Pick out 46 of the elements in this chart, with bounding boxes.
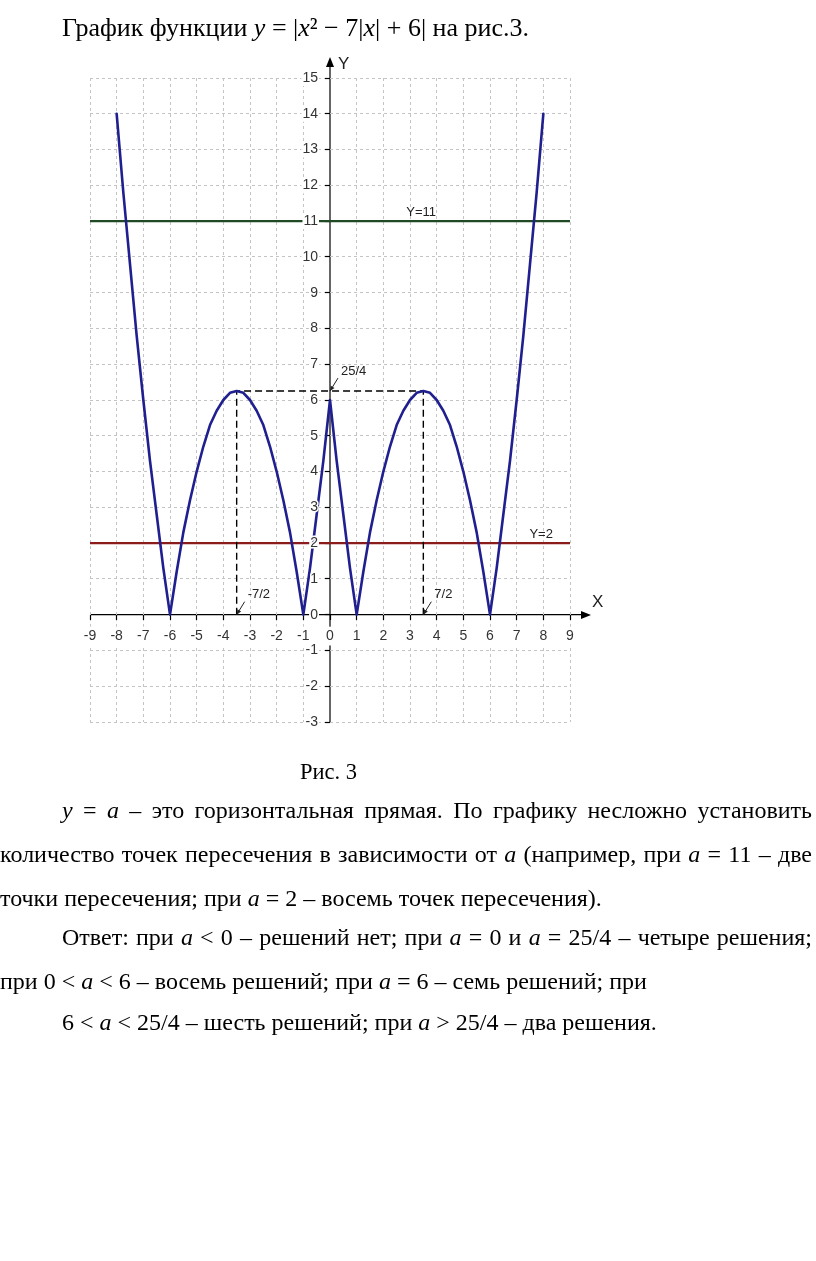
annotation: -7/2 xyxy=(247,586,271,602)
y-tick-label: 4 xyxy=(310,462,319,479)
x-tick-label: 1 xyxy=(352,626,361,643)
text: Рис. 3 xyxy=(300,759,358,784)
annotation: 7/2 xyxy=(434,586,453,602)
y-tick-label: 11 xyxy=(303,211,319,228)
y-tick-label: -2 xyxy=(305,677,319,694)
y-tick-label: -1 xyxy=(305,641,319,658)
annotation: 25/4 xyxy=(341,362,367,378)
x-tick-label: -9 xyxy=(83,626,97,643)
y-tick-label: -3 xyxy=(305,712,319,729)
x-tick-label: 5 xyxy=(459,626,468,643)
x-tick-label: 7 xyxy=(512,626,521,643)
y-tick-label: 9 xyxy=(310,283,319,300)
chart-title: График функции y = |x² − 7|x| + 6| на рис.3. xyxy=(62,13,529,42)
y-tick-label: 0 xyxy=(310,605,319,622)
y-tick-label: 13 xyxy=(302,140,319,157)
y-tick-label: 6 xyxy=(310,390,319,407)
x-tick-label: -4 xyxy=(217,626,230,643)
x-axis-title: X xyxy=(592,592,604,612)
ref-line-label: Y=11 xyxy=(406,203,437,219)
x-tick-label: -7 xyxy=(137,626,150,643)
y-tick-label: 10 xyxy=(302,247,319,264)
x-tick-label: 6 xyxy=(486,626,495,643)
x-tick-label: -6 xyxy=(163,626,177,643)
x-tick-label: 8 xyxy=(539,626,548,643)
x-tick-label: -3 xyxy=(243,626,257,643)
x-tick-label: -2 xyxy=(270,626,284,643)
y-tick-label: 1 xyxy=(310,569,319,586)
y-tick-label: 12 xyxy=(302,176,319,193)
x-tick-label: 9 xyxy=(566,626,575,643)
x-tick-label: 4 xyxy=(432,626,441,643)
y-axis-title: Y xyxy=(338,53,350,73)
x-tick-label: -8 xyxy=(110,626,124,643)
y-tick-label: 15 xyxy=(302,68,319,85)
x-tick-label: 2 xyxy=(379,626,388,643)
text: y = a – это горизонтальная прямая. По графику несложно установить количество точек пересечения в зависимости от a (например, при a = 11 – две точки пересечения; при a = 2 – восемь точек пересечения). xyxy=(0,797,813,911)
y-tick-label: 14 xyxy=(302,104,319,121)
x-tick-label: -5 xyxy=(190,626,204,643)
y-tick-label: 5 xyxy=(310,426,319,443)
text: 6 < a < 25/4 – шесть решений; при a > 25/4 – два решения. xyxy=(62,1009,657,1035)
y-tick-label: 7 xyxy=(310,355,319,372)
x-tick-label: 3 xyxy=(406,626,415,643)
y-tick-label: 8 xyxy=(310,319,319,336)
x-tick-label: 0 xyxy=(326,626,335,643)
ref-line-label: Y=2 xyxy=(529,525,553,541)
